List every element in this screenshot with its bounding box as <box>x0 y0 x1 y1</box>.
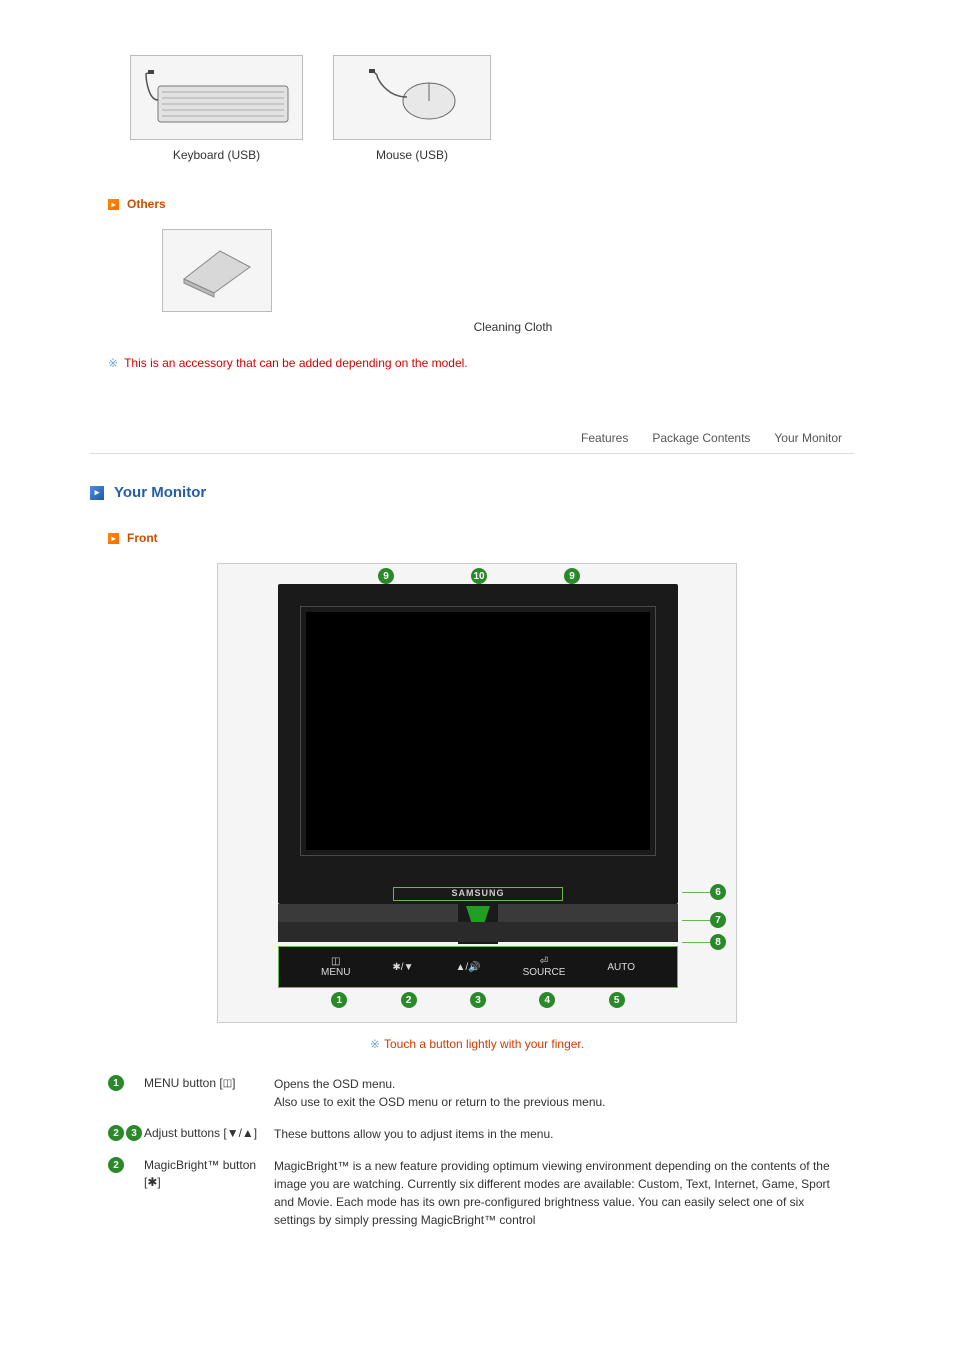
product-keyboard: Keyboard (USB) <box>130 55 303 162</box>
def-num-2: 2 <box>108 1125 124 1141</box>
mouse-image <box>333 55 491 140</box>
ctrl-down: ✱/▼ <box>392 962 413 973</box>
monitor-stand-bot <box>278 922 678 942</box>
def-row-adjust: 2 3 Adjust buttons [▼/▲] These buttons a… <box>108 1125 882 1143</box>
monitor-screen <box>306 612 650 850</box>
def-label-menu: MENU button [◫] <box>144 1075 274 1111</box>
ctrl-menu: ◫ MENU <box>321 956 350 978</box>
def-label-adjust: Adjust buttons [▼/▲] <box>144 1125 274 1143</box>
product-row-usb: Keyboard (USB) Mouse (USB) <box>130 55 864 162</box>
monitor-button-outline <box>393 887 563 901</box>
bullet-icon: ▸ <box>108 199 119 210</box>
monitor-screen-border <box>300 606 656 856</box>
front-heading: ▸ Front <box>108 531 864 545</box>
keyboard-image <box>130 55 303 140</box>
ctrl-source: ⏎ SOURCE <box>523 956 566 978</box>
def-num-2b: 2 <box>108 1157 124 1173</box>
callout-10: 10 <box>471 568 487 584</box>
keyboard-label: Keyboard (USB) <box>130 148 303 162</box>
section-tabs: Features Package Contents Your Monitor <box>90 425 854 454</box>
callout-1: 1 <box>331 992 347 1008</box>
cloth-image <box>162 229 272 312</box>
callout-9b: 9 <box>564 568 580 584</box>
your-monitor-heading: ▸ Your Monitor <box>90 484 864 501</box>
ctrl-up: ▲/🔊 <box>455 962 480 973</box>
callout-3: 3 <box>470 992 486 1008</box>
tab-package-contents[interactable]: Package Contents <box>640 425 762 453</box>
accessory-note: ※This is an accessory that can be added … <box>108 356 864 370</box>
callout-9a: 9 <box>378 568 394 584</box>
product-mouse: Mouse (USB) <box>333 55 491 162</box>
def-num-1: 1 <box>108 1075 124 1091</box>
def-row-magicbright: 2 MagicBright™ button [✱] MagicBright™ i… <box>108 1157 882 1229</box>
menu-icon: ◫ <box>223 1078 232 1089</box>
product-cloth: Cleaning Cloth <box>162 229 864 334</box>
callout-6: 6 <box>710 884 726 900</box>
cloth-label: Cleaning Cloth <box>162 320 864 334</box>
monitor-diagram: 9 10 9 SAMSUNG 6 7 8 ◫ MENU ✱/▼ ▲/🔊 ⏎ S <box>217 563 737 1023</box>
mouse-label: Mouse (USB) <box>333 148 491 162</box>
def-desc-menu: Opens the OSD menu. Also use to exit the… <box>274 1075 882 1111</box>
others-heading: ▸ Others <box>108 197 864 211</box>
note-symbol-icon: ※ <box>108 356 118 370</box>
tab-your-monitor[interactable]: Your Monitor <box>762 425 854 453</box>
callout-4: 4 <box>539 992 555 1008</box>
def-desc-magicbright: MagicBright™ is a new feature providing … <box>274 1157 882 1229</box>
note-symbol-icon: ※ <box>370 1037 380 1051</box>
bullet-icon: ▸ <box>108 533 119 544</box>
def-desc-adjust: These buttons allow you to adjust items … <box>274 1125 882 1143</box>
monitor-body: SAMSUNG <box>278 584 678 904</box>
callout-7: 7 <box>710 912 726 928</box>
button-definitions: 1 MENU button [◫] Opens the OSD menu. Al… <box>108 1075 882 1229</box>
def-label-magicbright: MagicBright™ button [✱] <box>144 1157 274 1229</box>
def-row-menu: 1 MENU button [◫] Opens the OSD menu. Al… <box>108 1075 882 1111</box>
callout-8: 8 <box>710 934 726 950</box>
touch-note: ※Touch a button lightly with your finger… <box>90 1037 864 1051</box>
bottom-number-row: 1 2 3 4 5 <box>278 992 678 1008</box>
tab-features[interactable]: Features <box>569 425 640 453</box>
ctrl-auto: AUTO <box>607 962 635 973</box>
callout-2: 2 <box>401 992 417 1008</box>
section-icon: ▸ <box>90 486 104 500</box>
control-bar: ◫ MENU ✱/▼ ▲/🔊 ⏎ SOURCE AUTO <box>278 946 678 988</box>
callout-5: 5 <box>609 992 625 1008</box>
def-num-3: 3 <box>126 1125 142 1141</box>
